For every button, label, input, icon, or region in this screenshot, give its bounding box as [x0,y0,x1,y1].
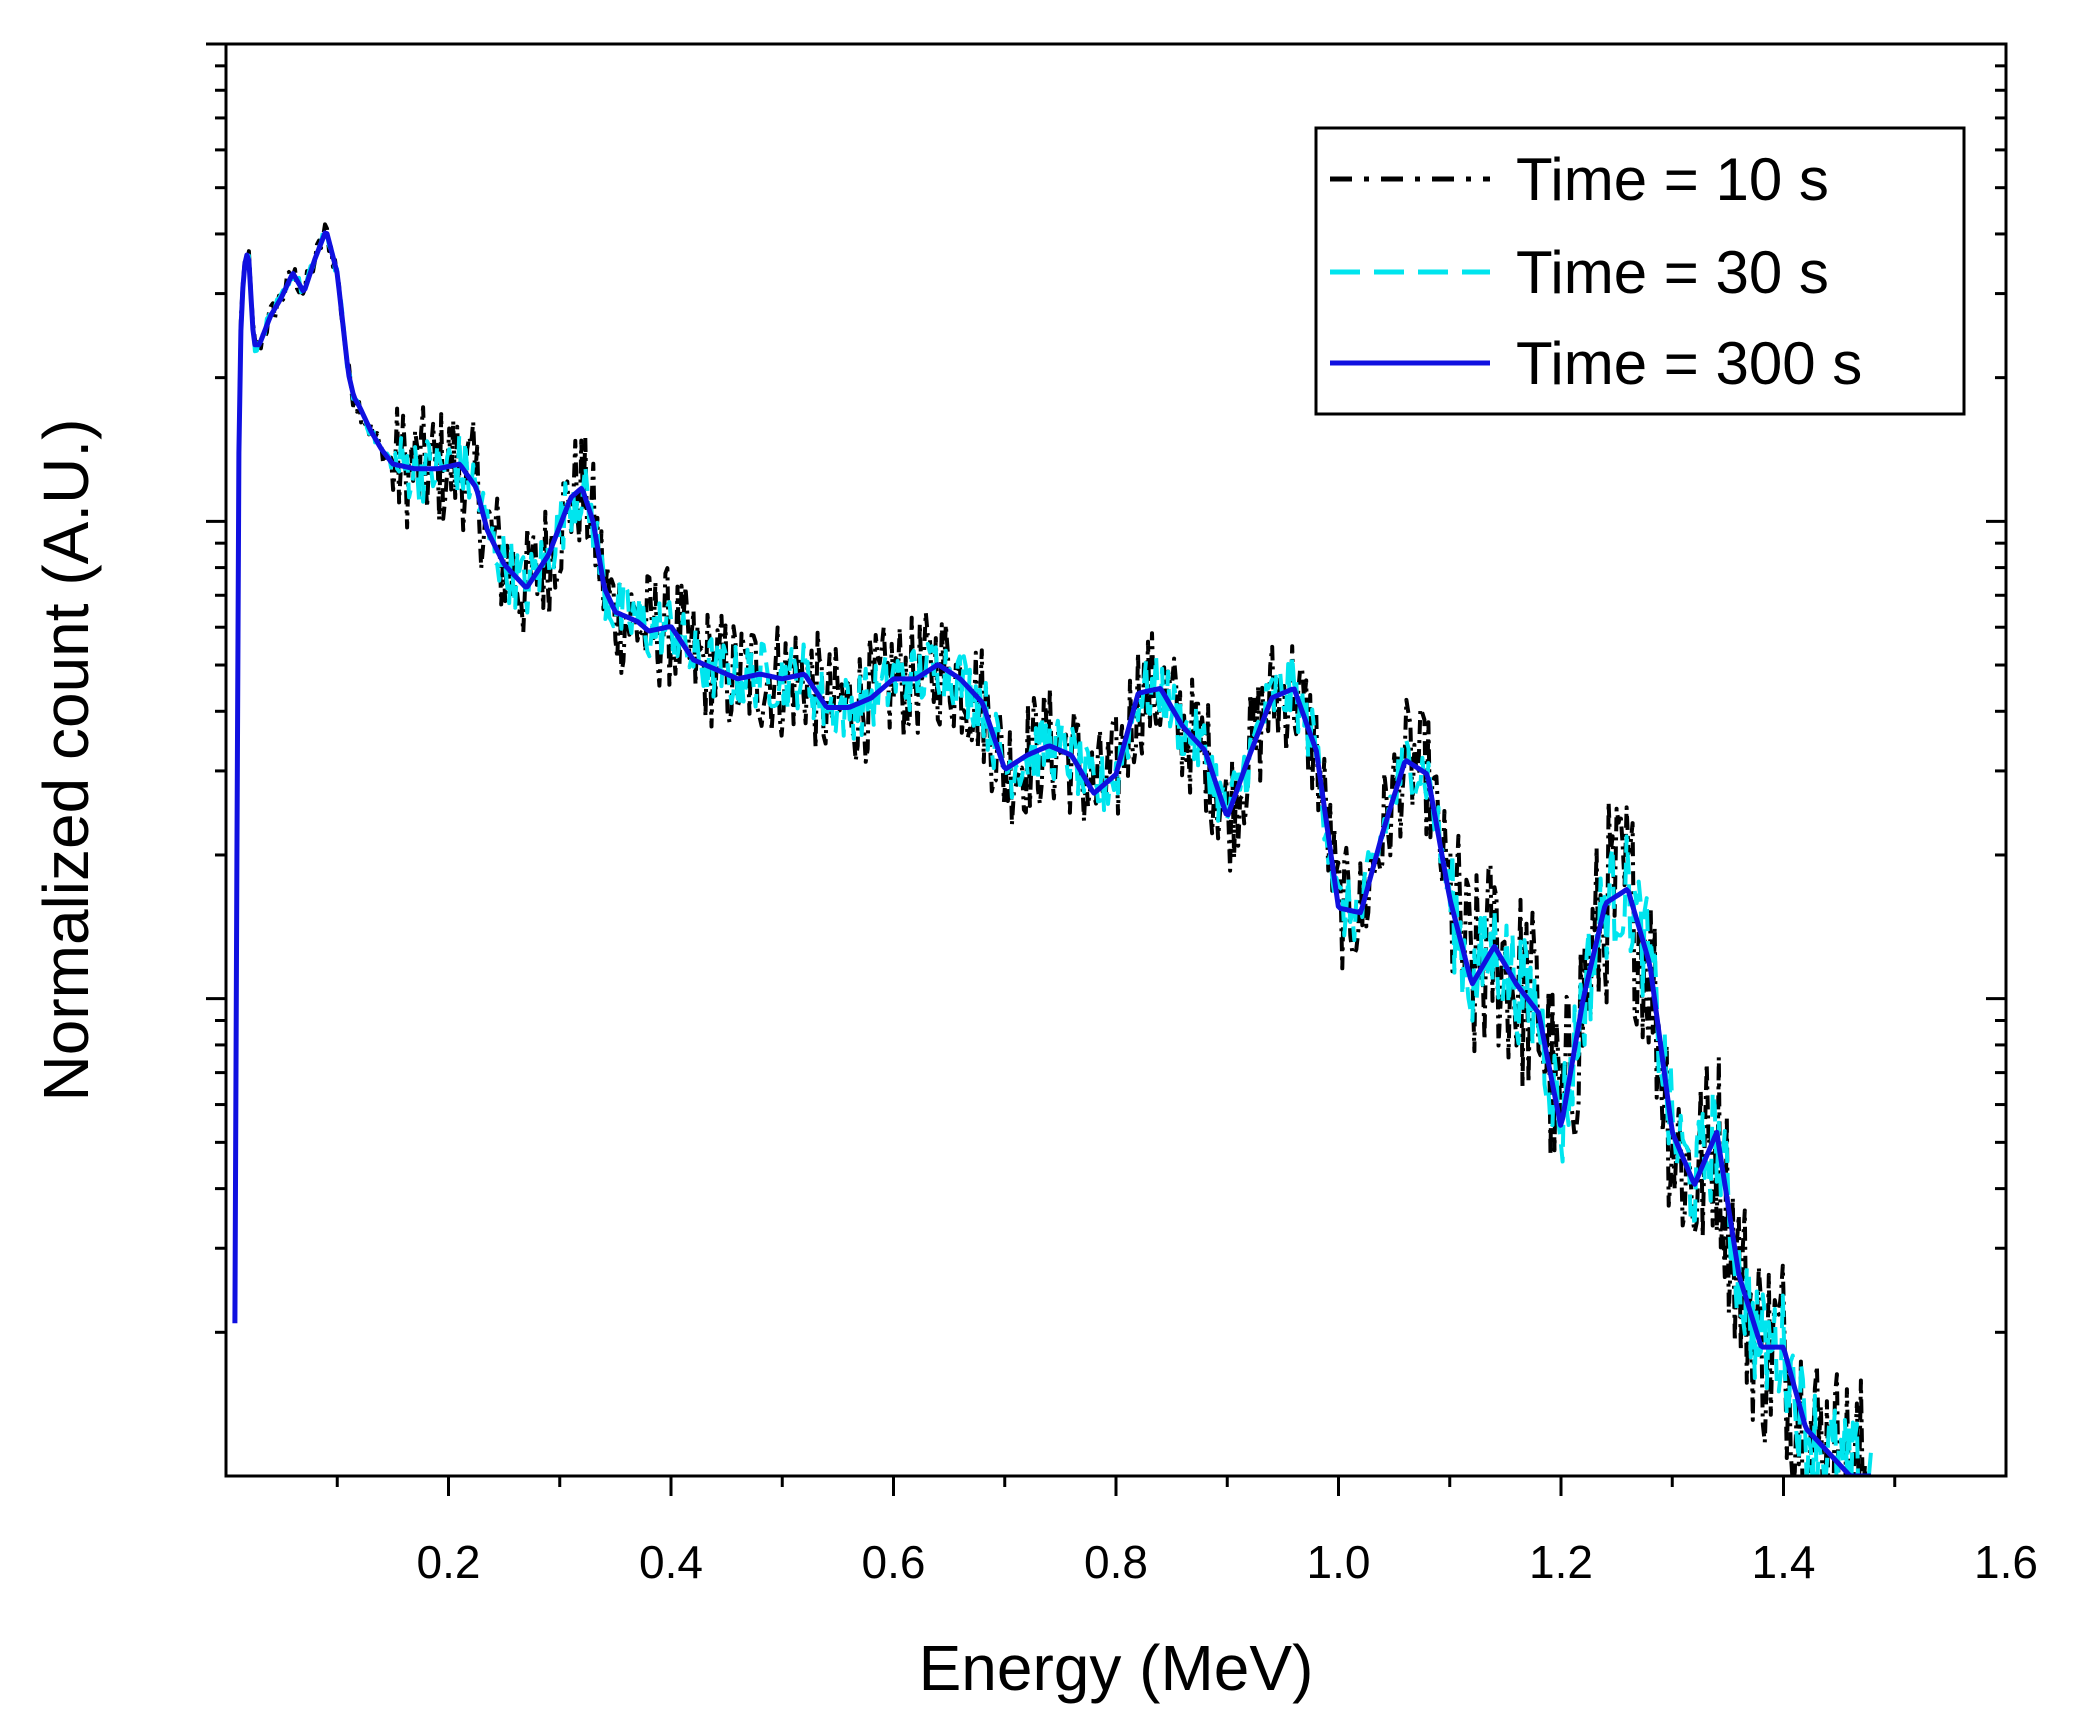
x-axis-title: Energy (MeV) [919,1632,1314,1704]
x-tick-label: 1.6 [1974,1536,2038,1588]
series-line-time-10-s [232,222,1868,1476]
x-tick-label: 0.6 [862,1536,926,1588]
x-tick-label: 1.4 [1752,1536,1816,1588]
legend-label-10s: Time = 10 s [1516,146,1829,213]
x-tick-label: 0.4 [639,1536,703,1588]
x-tick-label: 0.2 [417,1536,481,1588]
plot-series-group [232,222,1873,1476]
x-tick-label: 1.0 [1307,1536,1371,1588]
y-axis-title: Normalized count (A.U.) [30,419,102,1102]
x-tick-label: 0.8 [1084,1536,1148,1588]
series-line-time-300-s [232,230,1872,1476]
y-axis-ticks [206,42,2006,1334]
legend: Time = 10 s Time = 30 s Time = 300 s [1314,126,1966,416]
legend-label-300s: Time = 300 s [1516,330,1862,397]
legend-label-30s: Time = 30 s [1516,239,1829,306]
x-axis-ticks: 0.2 0.4 0.6 0.8 1.0 1.2 1.4 1.6 [335,1476,2038,1588]
x-tick-label: 1.2 [1529,1536,1593,1588]
series-layer [232,222,1873,1476]
